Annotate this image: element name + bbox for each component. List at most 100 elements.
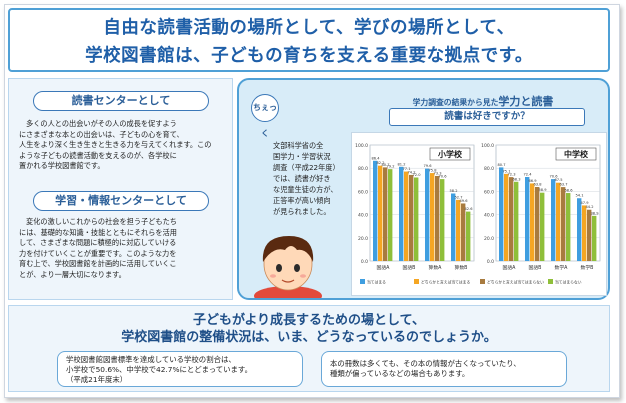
legend-swatch-1 <box>414 279 419 284</box>
bar-1-3-0 <box>577 198 582 261</box>
chart-heading-small: 学力調査の結果から見た <box>412 98 499 107</box>
bar-1-2-1 <box>556 182 561 261</box>
chart-heading: 学力調査の結果から見た学力と読書 <box>365 90 601 109</box>
bar-label-0-2-3: 70.6 <box>438 175 447 179</box>
bar-label-0-3-1: 52.7 <box>454 195 462 199</box>
bar-1-2-3 <box>566 193 571 261</box>
bar-label-0-2-2: 73.3 <box>433 171 441 175</box>
bar-label-1-3-0: 54.1 <box>575 194 583 198</box>
bar-0-2-2 <box>435 175 440 261</box>
boy-right-cheek <box>300 274 306 278</box>
bar-label-1-3-3: 38.9 <box>590 211 599 215</box>
y-tick-label-0-1: 20.0 <box>358 236 368 242</box>
learning-line-5: 育む上で、学校図書館を計画的に活用していくこ <box>19 259 177 269</box>
category-label-0-3: 算数B <box>455 264 468 271</box>
learning-line-1: 変化の激しいこれからの社会を担う子どもたち <box>26 217 177 226</box>
bar-label-0-0-1: 82.2 <box>376 161 384 165</box>
bar-0-0-2 <box>383 167 388 261</box>
survey-line-7: が見られました。 <box>273 207 331 216</box>
bar-label-0-3-3: 42.6 <box>464 207 473 211</box>
left-panel: 読書センターとして 多くの人との出会いがその人の成長を促すよう にさまざまな本と… <box>8 78 233 300</box>
bar-label-1-3-1: 47.9 <box>580 201 589 205</box>
category-label-1-2: 数学A <box>555 264 569 271</box>
category-label-0-2: 算数A <box>429 264 443 271</box>
learning-line-3: して、さまざまな問題に積極的に対応していける <box>19 238 177 248</box>
bar-1-3-3 <box>592 215 597 261</box>
learning-center-label: 学習・情報センターとして <box>33 191 209 211</box>
bar-0-3-3 <box>466 211 471 261</box>
bar-1-3-2 <box>587 209 592 261</box>
bar-charts: 0.020.040.060.080.0100.0小学校86.482.280.77… <box>355 143 601 285</box>
boy-illustration <box>254 236 322 298</box>
category-label-0-1: 国語B <box>403 264 416 271</box>
bar-0-2-0 <box>425 168 430 261</box>
bottom-panel: 子どもがより成長するための場として、 学校図書館の整備状況は、いま、どうなってい… <box>8 305 610 392</box>
bar-1-0-3 <box>514 181 519 261</box>
bar-1-3-1 <box>582 205 587 261</box>
bar-1-1-3 <box>540 192 545 261</box>
title-line-2: 学校図書館は、子どもの育ちを支える重要な拠点です。 <box>85 46 533 66</box>
survey-line-6: 正答率が高い傾向 <box>273 196 331 205</box>
bar-label-1-2-1: 67.5 <box>554 178 562 182</box>
legend-label-3: 当てはまらない <box>555 280 582 285</box>
boy-mouth <box>281 279 295 283</box>
bar-0-0-3 <box>388 169 393 261</box>
bar-label-1-2-3: 58.6 <box>564 189 573 193</box>
bar-label-0-0-3: 79.2 <box>386 165 394 169</box>
y-tick-label-1-4: 80.0 <box>484 166 494 172</box>
survey-line-1: 文部科学省の全 <box>273 141 324 150</box>
y-tick-label-1-0: 0.0 <box>487 259 494 265</box>
bar-0-0-0 <box>373 160 378 261</box>
learning-line-6: とが、より一層大切になります。 <box>19 269 126 279</box>
bar-1-0-2 <box>509 177 514 261</box>
category-label-0-0: 国語A <box>377 264 391 271</box>
bar-label-0-0-0: 86.4 <box>371 156 380 160</box>
boy-hair <box>262 236 314 262</box>
bar-1-1-0 <box>525 177 530 261</box>
bar-label-1-2-2: 63.7 <box>559 183 567 187</box>
bar-0-3-2 <box>461 203 466 261</box>
reading-line-4: ような子どもの読書活動を支えるのが、各学校に <box>19 150 177 160</box>
bar-0-1-3 <box>414 177 419 261</box>
learning-center-text: 変化の激しいこれからの社会を担う子どもたち には、基礎的な知識・技能とともにそれ… <box>19 217 229 281</box>
chart-question: 読書は好きですか？ <box>389 108 585 126</box>
bar-label-0-1-2: 74.2 <box>407 170 415 174</box>
reading-center-text: 多くの人との出会いがその人の成長を促すよう にさまざまな本との出会いは、子どもの… <box>19 119 229 172</box>
boy-right-eye <box>294 264 300 272</box>
bar-label-0-2-1: 75.8 <box>428 169 437 173</box>
survey-line-3: 調査（平成22年度） <box>273 163 340 172</box>
bar-1-1-2 <box>535 186 540 261</box>
bar-label-1-0-3: 68.3 <box>512 177 520 181</box>
title-line-1: 自由な読書活動の場所として、学びの場所として、 <box>103 18 515 38</box>
bar-label-1-2-0: 70.6 <box>549 175 558 179</box>
bar-0-2-3 <box>440 179 445 261</box>
boy-shirt <box>254 286 322 298</box>
y-tick-label-1-1: 20.0 <box>484 236 494 242</box>
books-note: 本の冊数は多くても、その本の情報が古くなっていたり、 種類が偏っているなどの場合… <box>321 351 567 387</box>
bar-label-1-1-0: 72.4 <box>523 173 532 177</box>
survey-line-4: では、読書が好き <box>273 174 331 183</box>
bar-0-0-1 <box>378 165 383 261</box>
bar-0-2-1 <box>430 173 435 261</box>
reading-line-1: 多くの人との出会いがその人の成長を促すよう <box>26 119 177 128</box>
reading-line-3: 人生をより深く生き生きと生きる力を与えてくれます。この <box>19 140 212 150</box>
bar-1-2-0 <box>551 179 556 261</box>
y-tick-label-0-5: 100.0 <box>355 143 368 149</box>
bar-label-1-3-2: 44.2 <box>585 205 593 209</box>
title-banner: 自由な読書活動の場所として、学びの場所として、 学校図書館は、子どもの育ちを支え… <box>8 8 610 72</box>
bar-label-1-1-2: 63.8 <box>533 182 542 186</box>
bar-0-1-1 <box>404 171 409 261</box>
bar-label-0-1-3: 72.0 <box>412 173 421 177</box>
bar-label-1-0-1: 75.1 <box>502 169 510 173</box>
bar-1-1-1 <box>530 183 535 261</box>
books-note-line-1: 本の冊数は多くても、その本の情報が古くなっていたり、 <box>330 359 521 368</box>
y-tick-label-0-0: 0.0 <box>361 259 368 265</box>
legend-label-0: 当てはまる <box>367 280 386 285</box>
legend-swatch-2 <box>480 279 485 284</box>
y-tick-label-1-2: 40.0 <box>484 213 494 219</box>
legend-swatch-3 <box>548 279 553 284</box>
category-label-1-0: 国語A <box>503 264 517 271</box>
bottom-heading-line-1: 子どもがより成長するための場として、 <box>192 313 426 328</box>
learning-line-4: 力を付けていくことが重要です。このような力を <box>19 248 177 258</box>
bar-1-0-0 <box>499 167 504 261</box>
